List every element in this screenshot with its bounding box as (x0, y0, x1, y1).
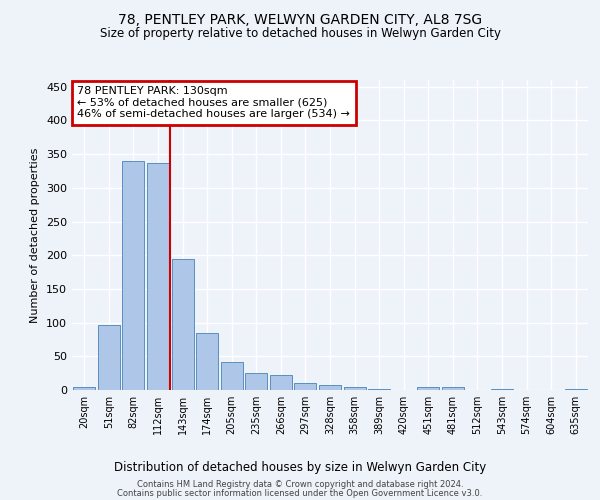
Bar (245, 373, 268, 390)
Bar (147, 163, 169, 390)
Bar (221, 362, 243, 390)
Text: Distribution of detached houses by size in Welwyn Garden City: Distribution of detached houses by size … (114, 461, 486, 474)
Text: 78, PENTLEY PARK, WELWYN GARDEN CITY, AL8 7SG: 78, PENTLEY PARK, WELWYN GARDEN CITY, AL… (118, 12, 482, 26)
Text: 78 PENTLEY PARK: 130sqm
← 53% of detached houses are smaller (625)
46% of semi-d: 78 PENTLEY PARK: 130sqm ← 53% of detache… (77, 86, 350, 120)
Bar (196, 334, 218, 390)
Bar (295, 382, 316, 390)
Bar (565, 388, 587, 390)
Bar (368, 388, 390, 390)
Y-axis label: Number of detached properties: Number of detached properties (31, 148, 40, 322)
Bar (73, 386, 95, 390)
Text: Contains public sector information licensed under the Open Government Licence v3: Contains public sector information licen… (118, 489, 482, 498)
Bar (319, 384, 341, 390)
Text: Contains HM Land Registry data © Crown copyright and database right 2024.: Contains HM Land Registry data © Crown c… (137, 480, 463, 489)
Text: Size of property relative to detached houses in Welwyn Garden City: Size of property relative to detached ho… (100, 28, 500, 40)
Bar (122, 161, 145, 390)
Bar (172, 258, 194, 390)
Bar (442, 386, 464, 390)
Bar (417, 386, 439, 390)
Bar (98, 324, 120, 390)
Bar (344, 386, 365, 390)
Bar (270, 374, 292, 390)
